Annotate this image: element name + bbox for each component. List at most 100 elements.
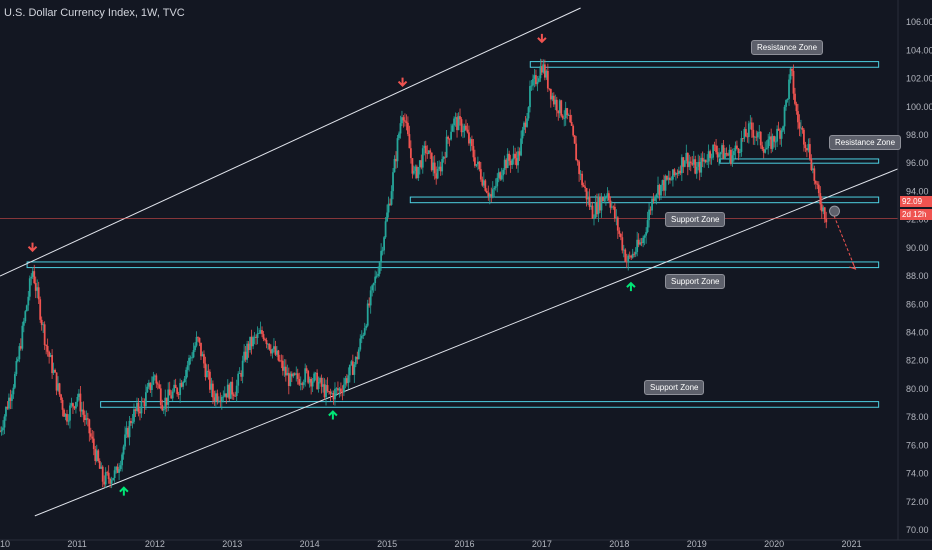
candle-body [329,391,332,394]
candle-body [441,159,444,172]
time-tick-label: 2018 [609,539,629,549]
candle-body [176,388,179,395]
candle-body [752,129,755,138]
candle-body [713,144,716,146]
candle-body [465,125,467,130]
resistance-zone-label-top: Resistance Zone [751,40,824,55]
candle-body [727,154,729,156]
candle-body [280,360,283,362]
candle-body [602,197,604,202]
candle-body [231,381,234,395]
candle-body [389,203,391,205]
candle-body [374,276,377,284]
candle-body [49,355,52,357]
candle-body [292,373,295,377]
candle-body [30,276,33,279]
candle-body [301,383,304,385]
candle-body [46,345,49,352]
candle-body [779,130,781,139]
candle-body [246,343,249,360]
down-arrow-marker [537,33,547,44]
candle-body [404,120,406,122]
candle-body [579,173,582,175]
candle-body [734,145,737,152]
candle-body [587,196,589,200]
candle-body [276,350,278,355]
candle-body [366,303,369,326]
candle-body [795,103,798,112]
candle-body [685,152,688,161]
price-tick-label: 80.00 [906,384,929,394]
candle-body [426,153,429,155]
candle-body [456,117,458,131]
candle-body [36,287,39,291]
candle-body [195,337,198,346]
candle-body [390,191,393,205]
candle-body [270,349,272,354]
candle-body [387,203,390,213]
candle-body [803,129,805,145]
candle-body [106,472,109,474]
candle-body [144,392,147,407]
candle-body [115,466,118,471]
candle-body [448,138,451,140]
candle-body [421,148,424,168]
candle-body [469,139,472,144]
candle-body [274,346,277,355]
candle-body [719,152,722,155]
candle-body [88,419,91,434]
candle-body [804,144,807,149]
candle-body [810,158,813,170]
candle-body [642,237,645,244]
candle-body [353,364,356,375]
candle-body [0,431,1,433]
candle-body [164,397,167,409]
candle-body [680,157,683,174]
candle-body [567,115,570,116]
price-tick-label: 76.00 [906,440,929,450]
candle-body [538,78,540,82]
candle-body [75,402,77,409]
candle-body [210,383,213,390]
candle-body [596,202,598,215]
candle-body [549,88,552,100]
candle-body [409,148,412,159]
candle-body [177,394,180,395]
candle-body [481,179,484,186]
candle-body [792,70,795,94]
candle-body [338,388,341,391]
price-tick-label: 100.00 [906,102,932,112]
candle-body [220,396,223,402]
candle-body [532,78,534,86]
candle-body [783,106,786,127]
candle-body [736,145,738,149]
candle-body [27,296,30,306]
candle-body [610,206,613,208]
candle-body [83,414,86,421]
candle-body [76,396,79,403]
candle-body [545,70,548,78]
price-tick-label: 104.00 [906,45,932,55]
candle-body [789,68,792,80]
candle-body [767,139,770,149]
candle-body [395,158,397,162]
candle-body [747,123,750,137]
candle-body [407,122,409,135]
candle-body [753,136,756,138]
candle-body [494,186,497,188]
candle-body [267,343,269,345]
candle-body [42,324,45,326]
candle-body [484,180,487,191]
candle-body [622,249,625,251]
candle-body [94,449,97,461]
candle-body [322,384,324,387]
candle-body [360,335,363,339]
candle-body [209,371,211,390]
candle-body [253,336,256,338]
time-tick-label: 2020 [764,539,784,549]
time-tick-label: 2011 [67,539,86,549]
support-zone-label-upper: Support Zone [665,212,726,227]
candle-body [765,148,768,150]
candle-body [651,198,653,211]
